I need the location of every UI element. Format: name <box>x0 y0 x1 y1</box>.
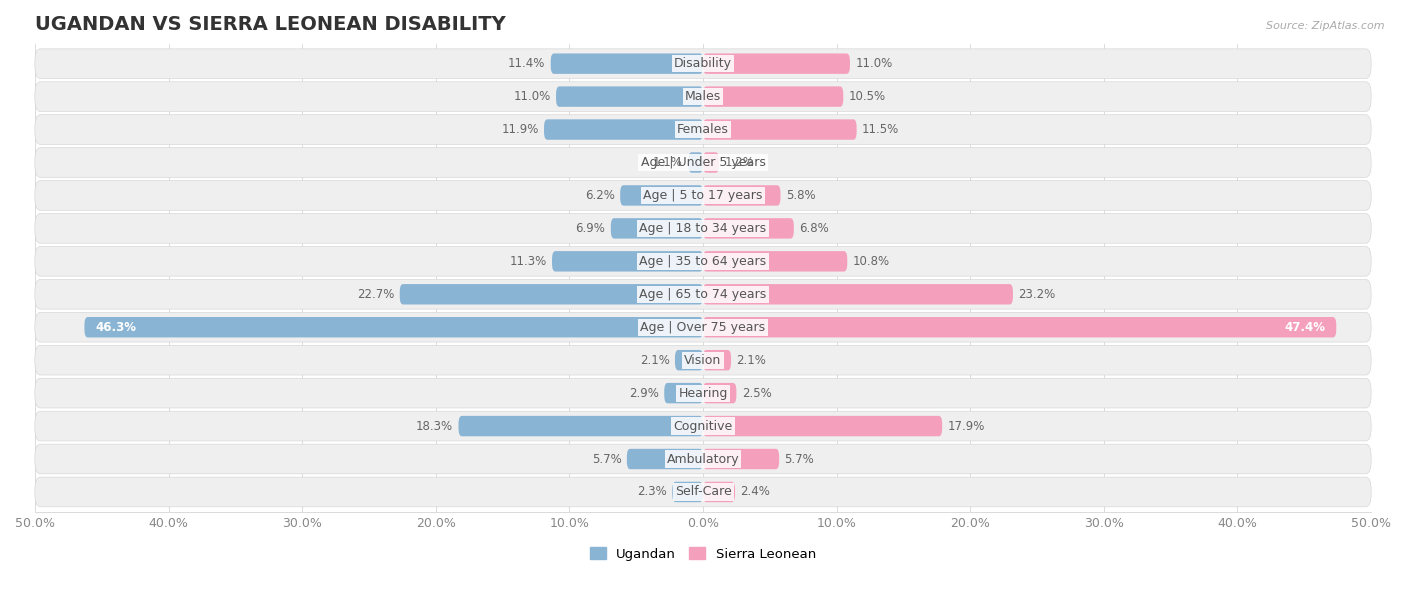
Text: 11.0%: 11.0% <box>513 90 551 103</box>
FancyBboxPatch shape <box>703 284 1012 305</box>
FancyBboxPatch shape <box>35 214 1371 243</box>
FancyBboxPatch shape <box>675 350 703 370</box>
FancyBboxPatch shape <box>35 411 1371 441</box>
Text: 2.5%: 2.5% <box>742 387 772 400</box>
Text: Age | Under 5 years: Age | Under 5 years <box>641 156 765 169</box>
FancyBboxPatch shape <box>703 86 844 107</box>
Text: Males: Males <box>685 90 721 103</box>
FancyBboxPatch shape <box>544 119 703 140</box>
FancyBboxPatch shape <box>35 247 1371 276</box>
Text: 22.7%: 22.7% <box>357 288 395 300</box>
FancyBboxPatch shape <box>35 280 1371 309</box>
Text: Age | 35 to 64 years: Age | 35 to 64 years <box>640 255 766 268</box>
FancyBboxPatch shape <box>399 284 703 305</box>
Text: 11.4%: 11.4% <box>508 57 546 70</box>
Text: Age | Over 75 years: Age | Over 75 years <box>641 321 765 334</box>
Text: 2.9%: 2.9% <box>628 387 659 400</box>
Text: Age | 5 to 17 years: Age | 5 to 17 years <box>644 189 762 202</box>
Text: Ambulatory: Ambulatory <box>666 452 740 466</box>
Text: 6.9%: 6.9% <box>575 222 606 235</box>
Text: Age | 18 to 34 years: Age | 18 to 34 years <box>640 222 766 235</box>
Text: Age | 65 to 74 years: Age | 65 to 74 years <box>640 288 766 300</box>
Text: 11.9%: 11.9% <box>502 123 538 136</box>
Text: 2.1%: 2.1% <box>640 354 669 367</box>
FancyBboxPatch shape <box>703 218 794 239</box>
Text: 17.9%: 17.9% <box>948 420 984 433</box>
FancyBboxPatch shape <box>35 378 1371 408</box>
FancyBboxPatch shape <box>35 312 1371 342</box>
Text: 6.2%: 6.2% <box>585 189 614 202</box>
FancyBboxPatch shape <box>610 218 703 239</box>
Text: 5.8%: 5.8% <box>786 189 815 202</box>
FancyBboxPatch shape <box>664 383 703 403</box>
FancyBboxPatch shape <box>703 251 848 272</box>
Text: Hearing: Hearing <box>678 387 728 400</box>
Text: 6.8%: 6.8% <box>799 222 830 235</box>
Text: Source: ZipAtlas.com: Source: ZipAtlas.com <box>1267 21 1385 31</box>
FancyBboxPatch shape <box>553 251 703 272</box>
FancyBboxPatch shape <box>555 86 703 107</box>
FancyBboxPatch shape <box>703 185 780 206</box>
Text: 5.7%: 5.7% <box>785 452 814 466</box>
Text: Females: Females <box>678 123 728 136</box>
Text: 11.0%: 11.0% <box>855 57 893 70</box>
Text: 1.2%: 1.2% <box>724 156 754 169</box>
FancyBboxPatch shape <box>35 345 1371 375</box>
FancyBboxPatch shape <box>703 416 942 436</box>
FancyBboxPatch shape <box>458 416 703 436</box>
Legend: Ugandan, Sierra Leonean: Ugandan, Sierra Leonean <box>585 542 821 566</box>
Text: Self-Care: Self-Care <box>675 485 731 498</box>
FancyBboxPatch shape <box>551 53 703 74</box>
FancyBboxPatch shape <box>703 53 851 74</box>
FancyBboxPatch shape <box>35 147 1371 177</box>
Text: Cognitive: Cognitive <box>673 420 733 433</box>
FancyBboxPatch shape <box>35 477 1371 507</box>
FancyBboxPatch shape <box>703 449 779 469</box>
FancyBboxPatch shape <box>703 350 731 370</box>
FancyBboxPatch shape <box>35 114 1371 144</box>
Text: Vision: Vision <box>685 354 721 367</box>
Text: UGANDAN VS SIERRA LEONEAN DISABILITY: UGANDAN VS SIERRA LEONEAN DISABILITY <box>35 15 506 34</box>
FancyBboxPatch shape <box>672 482 703 502</box>
FancyBboxPatch shape <box>84 317 703 337</box>
FancyBboxPatch shape <box>703 317 1336 337</box>
Text: 23.2%: 23.2% <box>1018 288 1056 300</box>
FancyBboxPatch shape <box>35 82 1371 111</box>
FancyBboxPatch shape <box>703 383 737 403</box>
FancyBboxPatch shape <box>703 152 718 173</box>
Text: 47.4%: 47.4% <box>1285 321 1326 334</box>
Text: 2.4%: 2.4% <box>741 485 770 498</box>
FancyBboxPatch shape <box>35 49 1371 78</box>
Text: Disability: Disability <box>673 57 733 70</box>
Text: 46.3%: 46.3% <box>96 321 136 334</box>
FancyBboxPatch shape <box>35 181 1371 211</box>
Text: 5.7%: 5.7% <box>592 452 621 466</box>
FancyBboxPatch shape <box>35 444 1371 474</box>
Text: 11.5%: 11.5% <box>862 123 900 136</box>
FancyBboxPatch shape <box>703 482 735 502</box>
Text: 18.3%: 18.3% <box>416 420 453 433</box>
Text: 10.8%: 10.8% <box>852 255 890 268</box>
FancyBboxPatch shape <box>627 449 703 469</box>
Text: 1.1%: 1.1% <box>652 156 683 169</box>
Text: 2.3%: 2.3% <box>637 485 666 498</box>
Text: 10.5%: 10.5% <box>849 90 886 103</box>
Text: 2.1%: 2.1% <box>737 354 766 367</box>
FancyBboxPatch shape <box>689 152 703 173</box>
FancyBboxPatch shape <box>620 185 703 206</box>
FancyBboxPatch shape <box>703 119 856 140</box>
Text: 11.3%: 11.3% <box>509 255 547 268</box>
